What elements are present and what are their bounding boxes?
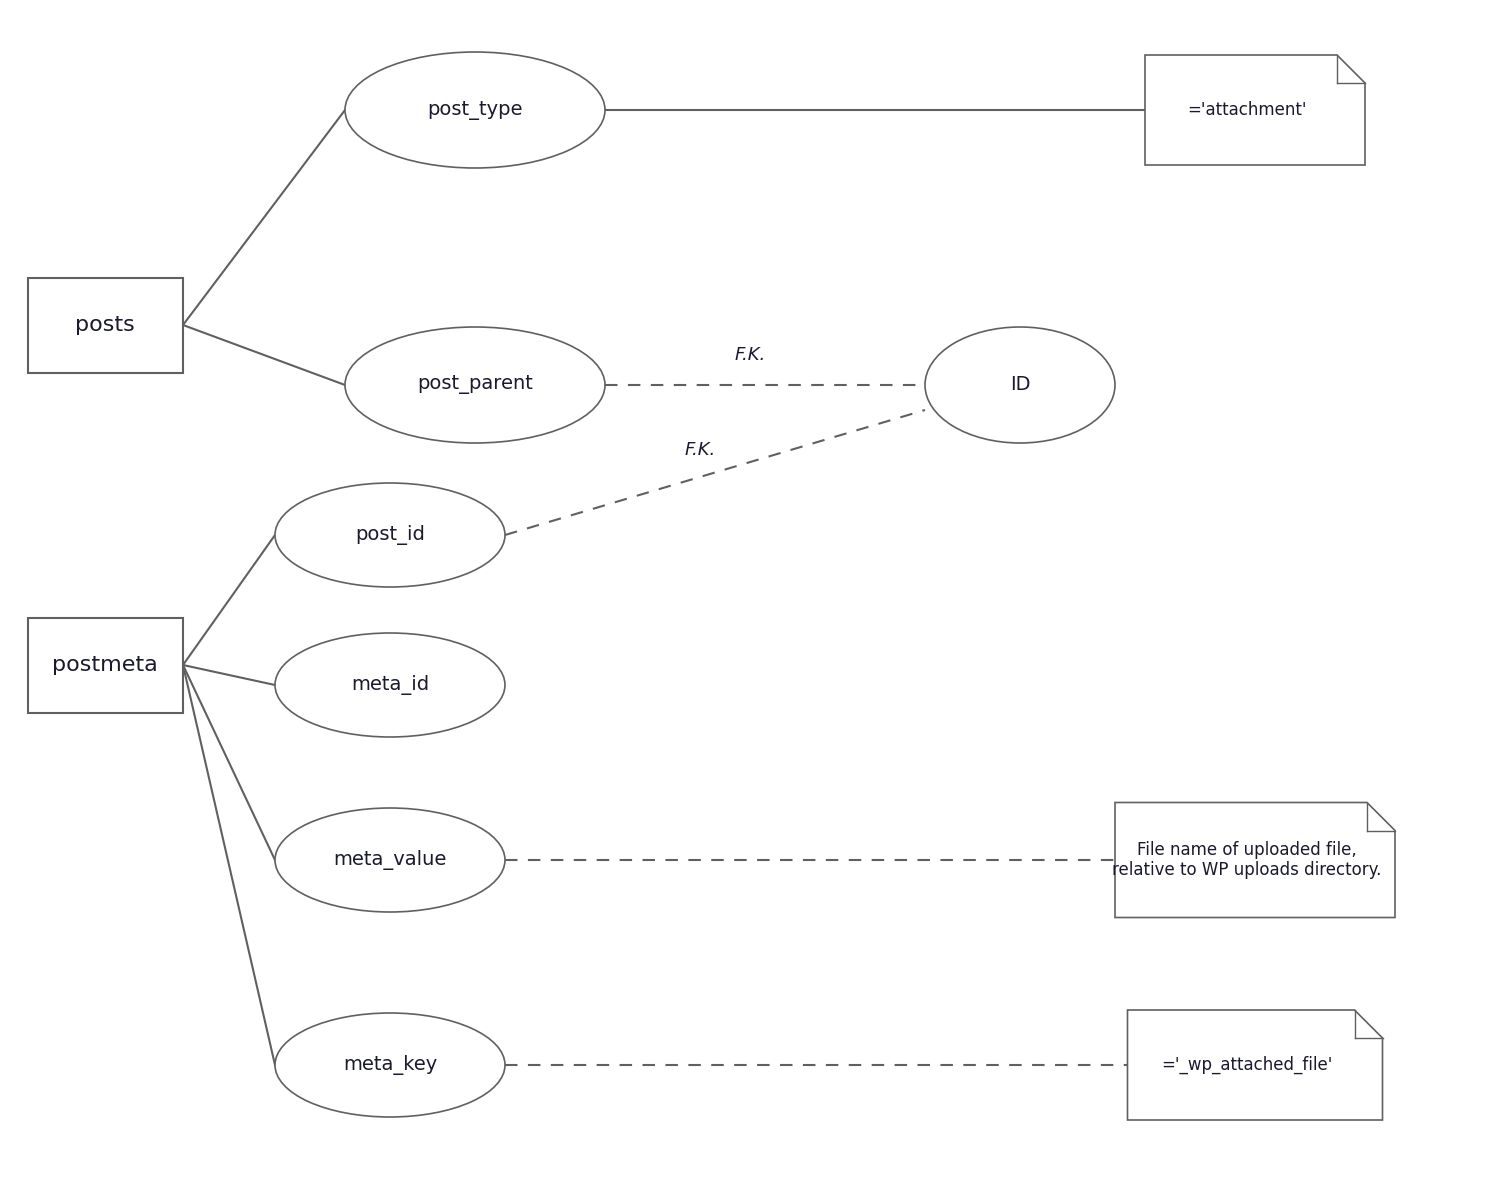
Text: posts: posts [75,315,135,335]
Text: ='_wp_attached_file': ='_wp_attached_file' [1161,1056,1332,1074]
FancyBboxPatch shape [27,277,183,373]
Ellipse shape [345,53,604,168]
Ellipse shape [345,327,604,443]
Text: ID: ID [1010,375,1031,394]
Text: meta_key: meta_key [344,1055,436,1076]
Text: F.K.: F.K. [735,347,765,364]
Text: post_id: post_id [356,525,424,545]
Ellipse shape [274,1013,506,1117]
Text: ='attachment': ='attachment' [1186,102,1306,120]
Text: post_parent: post_parent [417,375,532,394]
FancyBboxPatch shape [27,618,183,712]
Text: post_type: post_type [427,100,522,120]
Ellipse shape [274,808,506,912]
Polygon shape [1128,1010,1383,1120]
Polygon shape [1144,55,1365,165]
Text: meta_id: meta_id [351,675,429,695]
Ellipse shape [926,327,1114,443]
Text: meta_value: meta_value [333,850,447,870]
Text: File name of uploaded file,
relative to WP uploads directory.: File name of uploaded file, relative to … [1112,840,1382,880]
Polygon shape [1114,803,1395,918]
Ellipse shape [274,633,506,737]
Text: postmeta: postmeta [53,655,158,675]
Ellipse shape [274,483,506,587]
Text: F.K.: F.K. [684,441,716,459]
